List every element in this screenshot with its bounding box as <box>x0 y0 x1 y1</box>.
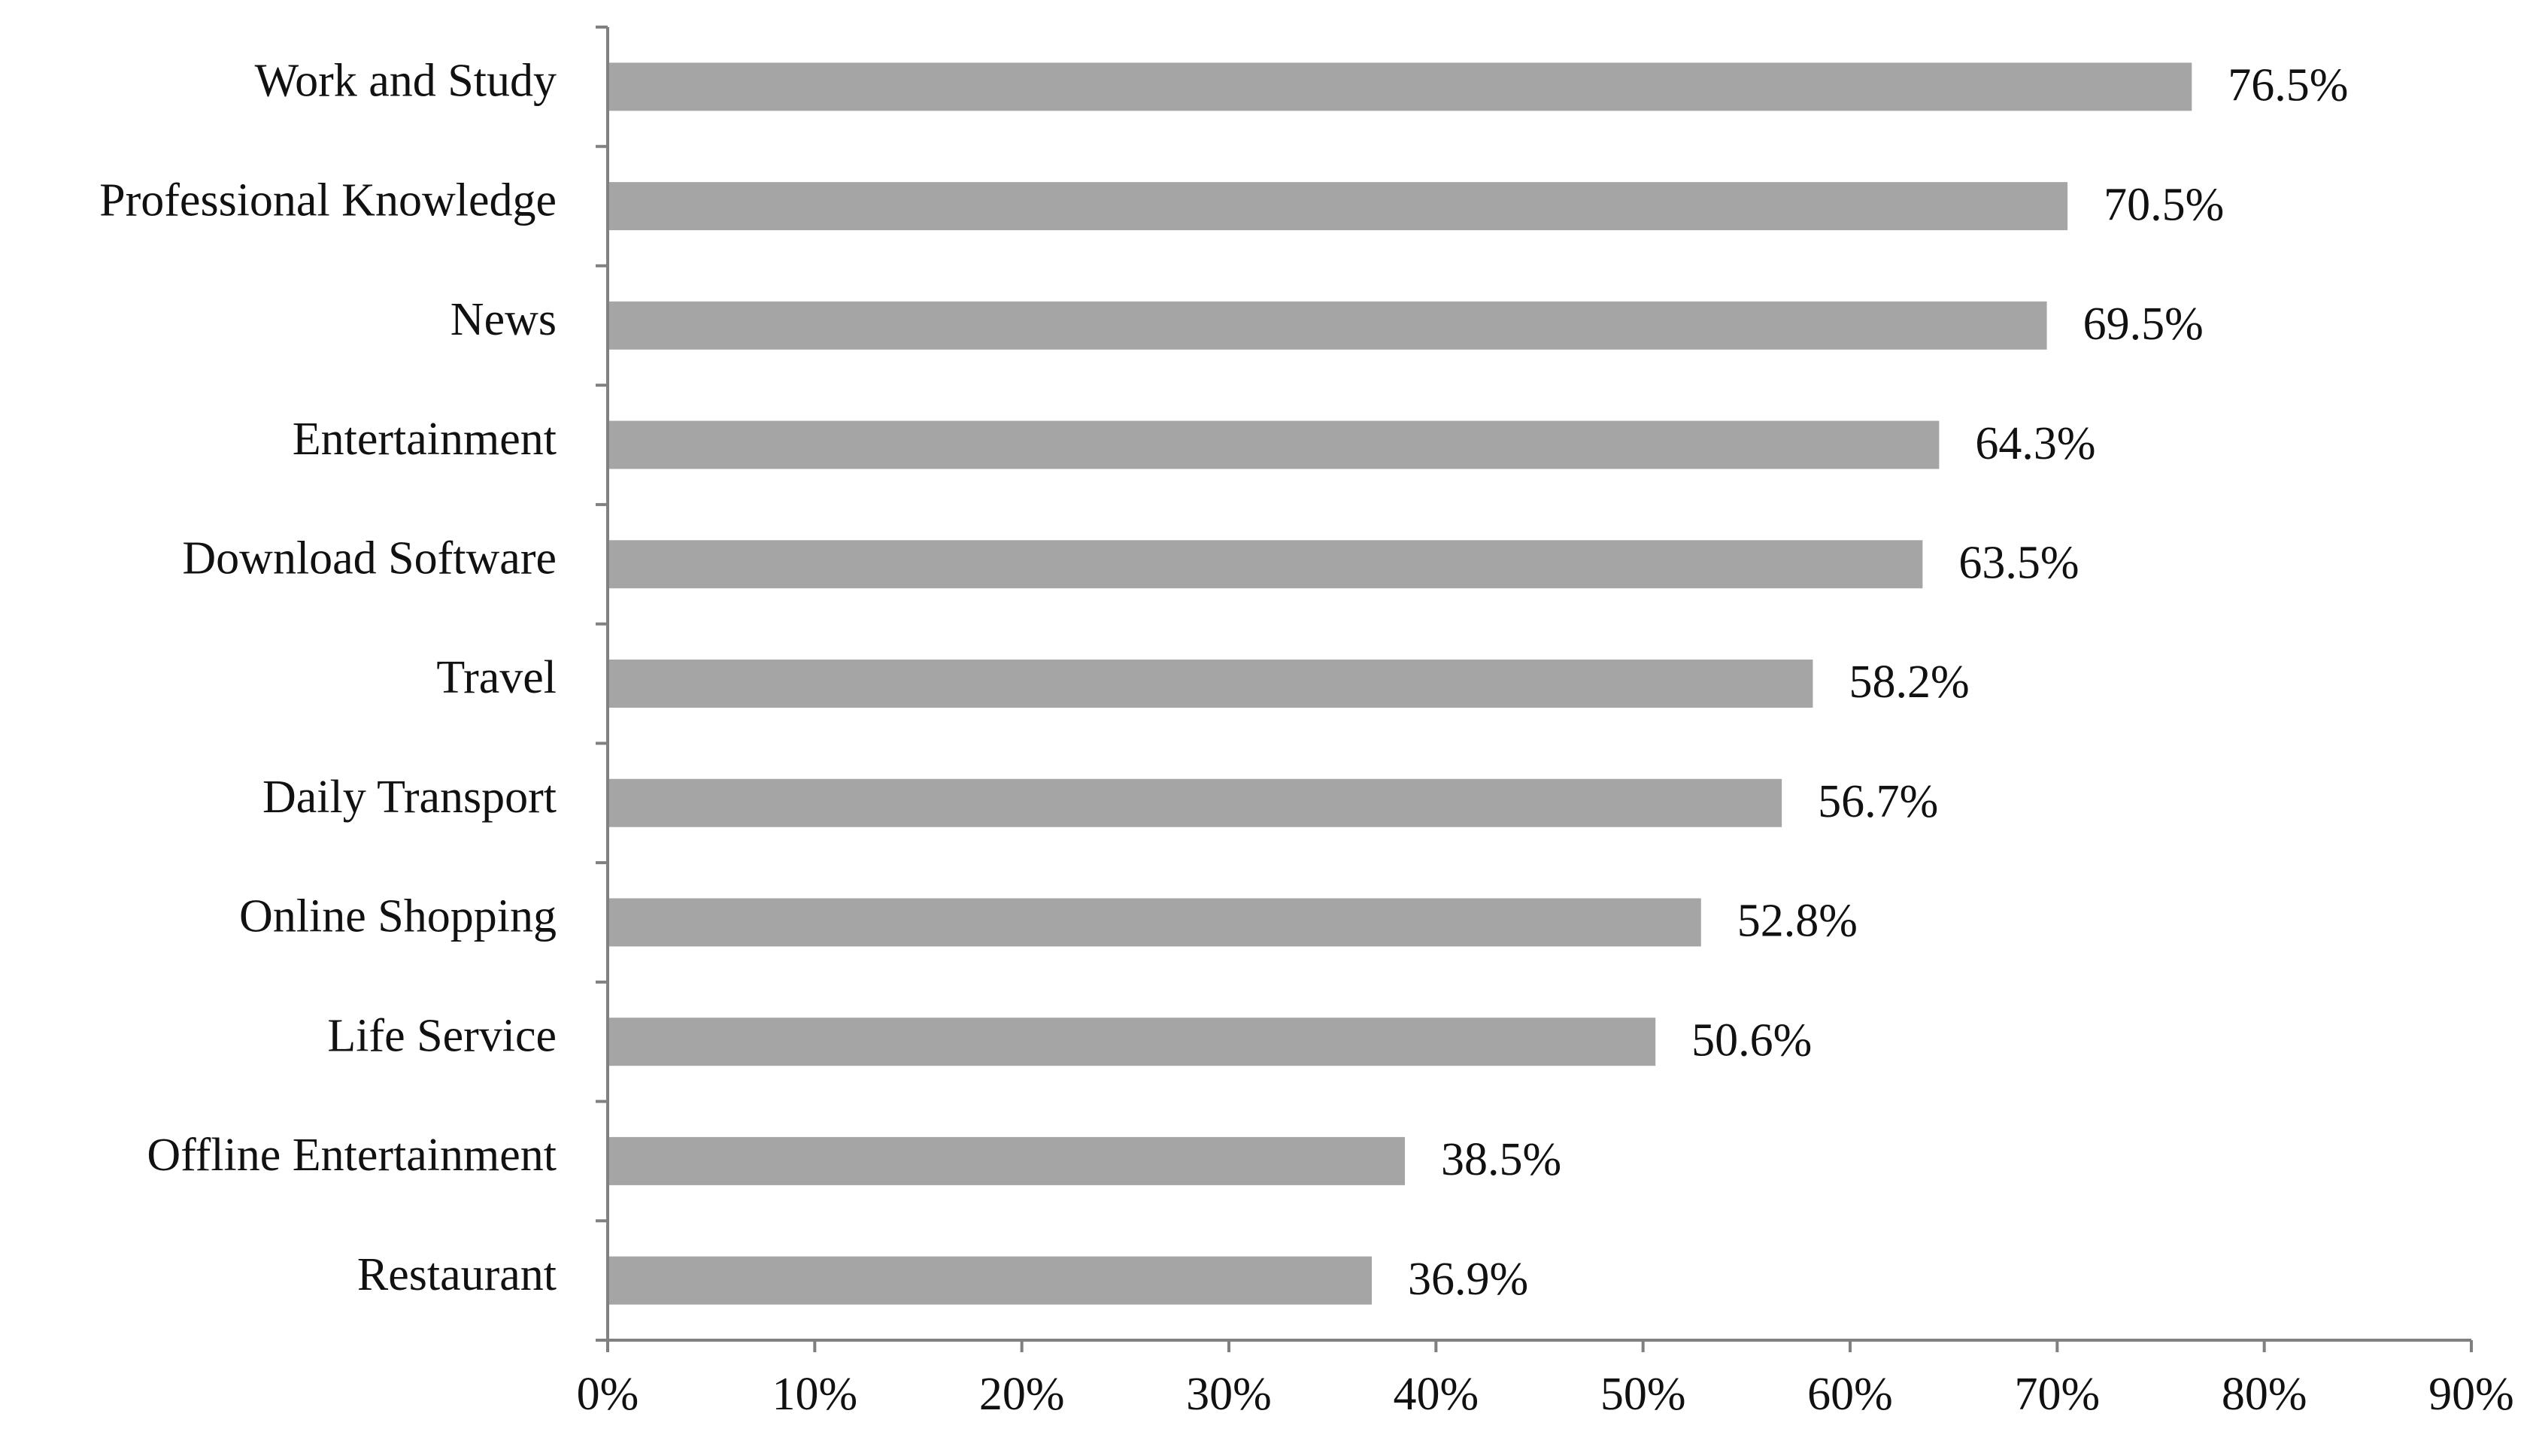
bar <box>608 1018 1656 1066</box>
data-label: 58.2% <box>1849 657 1969 708</box>
data-label: 64.3% <box>1975 418 2095 469</box>
x-tick-label: 20% <box>979 1369 1065 1420</box>
data-label: 56.7% <box>1818 776 1938 827</box>
x-tick-label: 30% <box>1186 1369 1272 1420</box>
value-labels: 76.5% 70.5% 69.5% 64.3% 63.5% 58.2% 56.7% 52.8%… <box>1408 60 2348 1305</box>
category-label: Work and Study <box>255 56 557 107</box>
x-tick-label: 40% <box>1394 1369 1479 1420</box>
bar <box>608 301 2047 350</box>
bar <box>608 1136 1406 1185</box>
x-tick-label: 80% <box>2222 1369 2307 1420</box>
x-axis-ticks: 0% 10% 20% 30% 40% 50% 60% 70% 80% 90% <box>577 1340 2514 1420</box>
axes-group <box>596 26 2471 1342</box>
data-label: 38.5% <box>1441 1134 1561 1185</box>
bar <box>608 778 1782 827</box>
x-tick-label: 10% <box>772 1369 858 1420</box>
data-label: 76.5% <box>2228 60 2348 111</box>
bar <box>608 62 2192 111</box>
category-label: Download Software <box>182 533 557 584</box>
category-label: Travel <box>436 652 557 703</box>
bar <box>608 540 1923 589</box>
x-tick-label: 90% <box>2428 1369 2514 1420</box>
bar <box>608 420 1940 469</box>
category-label: Life Service <box>327 1010 557 1061</box>
data-label: 70.5% <box>2104 179 2224 230</box>
data-label: 52.8% <box>1737 896 1858 947</box>
data-label: 50.6% <box>1691 1015 1812 1066</box>
x-tick-label: 60% <box>1807 1369 1893 1420</box>
category-label: Entertainment <box>293 414 557 465</box>
data-label: 69.5% <box>2083 299 2204 350</box>
category-label: News <box>450 294 557 345</box>
bar <box>608 660 1813 708</box>
category-label: Restaurant <box>357 1249 557 1300</box>
x-tick-label: 0% <box>577 1369 639 1420</box>
data-label: 63.5% <box>1958 538 2079 589</box>
bar <box>608 898 1701 947</box>
x-tick-label: 50% <box>1600 1369 1686 1420</box>
bars-group <box>608 62 2192 1305</box>
data-label: 36.9% <box>1408 1254 1528 1305</box>
bar <box>608 182 2068 231</box>
category-label: Offline Entertainment <box>147 1130 557 1181</box>
category-labels: Work and Study Professional Knowledge News… <box>99 56 557 1300</box>
x-tick-label: 70% <box>2015 1369 2101 1420</box>
category-label: Daily Transport <box>262 772 557 823</box>
category-label: Online Shopping <box>239 891 557 942</box>
bar <box>608 1256 1372 1305</box>
category-label: Professional Knowledge <box>99 174 557 226</box>
